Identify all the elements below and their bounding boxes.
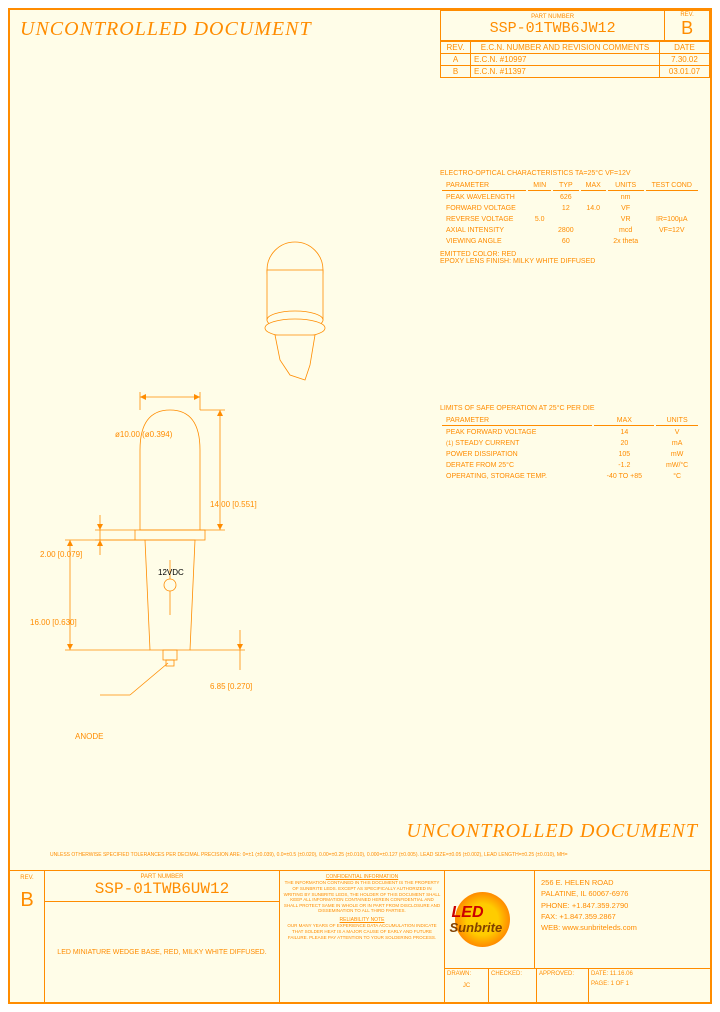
date: 11.16.06 bbox=[610, 971, 633, 977]
table-row: VIEWING ANGLE602x theta bbox=[442, 237, 698, 246]
bottom-block: REV. B PART NUMBER SSP-01TWB6UW12 LED MI… bbox=[10, 870, 710, 1002]
page-label: PAGE: bbox=[591, 981, 609, 987]
title-block: PART NUMBER SSP-01TWB6JW12 REV. B REV. E… bbox=[440, 10, 710, 78]
dim-tab: 6.85 [0.270] bbox=[210, 682, 252, 691]
svg-text:12VDC: 12VDC bbox=[158, 568, 184, 577]
table-row: FORWARD VOLTAGE1214.0VF bbox=[442, 204, 698, 213]
date-label: DATE: bbox=[591, 971, 608, 977]
tolerances: UNLESS OTHERWISE SPECIFIED TOLERANCES PE… bbox=[50, 852, 670, 858]
rel-body: OUR MANY YEARS OF EXPERIENCE DATA ACCUMU… bbox=[283, 923, 441, 940]
watermark-bottom: UNCONTROLLED DOCUMENT bbox=[406, 820, 698, 843]
description: LED MINIATURE WEDGE BASE, RED, MILKY WHI… bbox=[45, 902, 279, 1002]
table-row: POWER DISSIPATION105mW bbox=[442, 450, 698, 459]
table-row: PEAK FORWARD VOLTAGE14V bbox=[442, 428, 698, 437]
drawn-label: DRAWN: bbox=[447, 971, 486, 977]
table-row: OPERATING, STORAGE TEMP.-40 TO +85°C bbox=[442, 472, 698, 481]
web: WEB: www.sunbriteleds.com bbox=[541, 922, 704, 933]
table-row: (1) STEADY CURRENT20mA bbox=[442, 439, 698, 448]
page: 1 OF 1 bbox=[611, 981, 629, 987]
drawing-svg: 12VDC bbox=[30, 180, 410, 740]
watermark-top: UNCONTROLLED DOCUMENT bbox=[20, 18, 312, 41]
epoxy-finish: EPOXY LENS FINISH: MILKY WHITE DIFFUSED bbox=[440, 258, 700, 265]
phone: PHONE: +1.847.359.2790 bbox=[541, 900, 704, 911]
rev-hdr-date: DATE bbox=[660, 42, 710, 54]
table-row: REVERSE VOLTAGE5.0VRIR=100µA bbox=[442, 215, 698, 224]
table-row: B E.C.N. #11397 03.01.07 bbox=[441, 66, 710, 78]
checked-label: CHECKED: bbox=[489, 969, 537, 1002]
emitted-color: EMITTED COLOR: RED bbox=[440, 251, 700, 258]
table-row: PEAK WAVELENGTH626nm bbox=[442, 193, 698, 202]
anode-label: ANODE bbox=[75, 732, 103, 741]
dim-height1: 14.00 [0.551] bbox=[210, 500, 257, 509]
brev-label: REV. bbox=[10, 871, 44, 881]
addr1: 256 E. HELEN ROAD bbox=[541, 877, 704, 888]
dim-diameter: ø10.00 (ø0.394) bbox=[115, 430, 172, 439]
table-row: A E.C.N. #10997 7.30.02 bbox=[441, 54, 710, 66]
bpart-number: SSP-01TWB6UW12 bbox=[48, 880, 276, 898]
rev-value: B bbox=[668, 18, 706, 39]
electro-table: ELECTRO-OPTICAL CHARACTERISTICS TA=25°C … bbox=[440, 170, 700, 265]
limits-table: LIMITS OF SAFE OPERATION AT 25°C PER DIE… bbox=[440, 405, 700, 483]
table-row: AXIAL INTENSITY2800mcdVF=12V bbox=[442, 226, 698, 235]
conf-body: THE INFORMATION CONTAINED IN THIS DOCUME… bbox=[283, 880, 441, 914]
limits-title: LIMITS OF SAFE OPERATION AT 25°C PER DIE bbox=[440, 405, 700, 412]
dim-base: 16.00 [0.630] bbox=[30, 618, 77, 627]
part-number: SSP-01TWB6JW12 bbox=[444, 20, 661, 37]
table-row: DERATE FROM 25°C-1.2mW/°C bbox=[442, 461, 698, 470]
dim-collar: 2.00 [0.079] bbox=[40, 550, 82, 559]
addr2: PALATINE, IL 60067-6976 bbox=[541, 888, 704, 899]
logo: LED Sunbrite bbox=[450, 892, 530, 947]
rev-hdr-comments: E.C.N. NUMBER AND REVISION COMMENTS bbox=[471, 42, 660, 54]
brev-value: B bbox=[10, 881, 44, 1002]
fax: FAX: +1.847.359.2867 bbox=[541, 911, 704, 922]
approved-label: APPROVED: bbox=[537, 969, 589, 1002]
rev-hdr-rev: REV. bbox=[441, 42, 471, 54]
electro-title: ELECTRO-OPTICAL CHARACTERISTICS TA=25°C … bbox=[440, 170, 700, 177]
drawn: JC bbox=[447, 983, 486, 989]
